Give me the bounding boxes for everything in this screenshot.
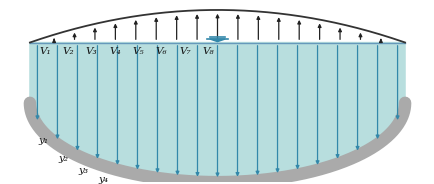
Text: V₄: V₄	[109, 47, 120, 56]
Polygon shape	[209, 39, 225, 42]
Text: V₅: V₅	[132, 47, 144, 56]
Text: y₄: y₄	[98, 175, 108, 184]
Text: y₃: y₃	[78, 166, 88, 175]
Text: V₂: V₂	[62, 47, 74, 56]
Text: y₅: y₅	[118, 182, 128, 184]
Text: V₇: V₇	[178, 47, 190, 56]
Polygon shape	[30, 43, 404, 182]
Text: y₂: y₂	[58, 154, 68, 163]
Text: V₃: V₃	[85, 47, 97, 56]
Text: y₁: y₁	[38, 137, 48, 146]
Text: V₆: V₆	[155, 47, 167, 56]
Text: V₁: V₁	[39, 47, 51, 56]
Text: V₈: V₈	[202, 47, 214, 56]
